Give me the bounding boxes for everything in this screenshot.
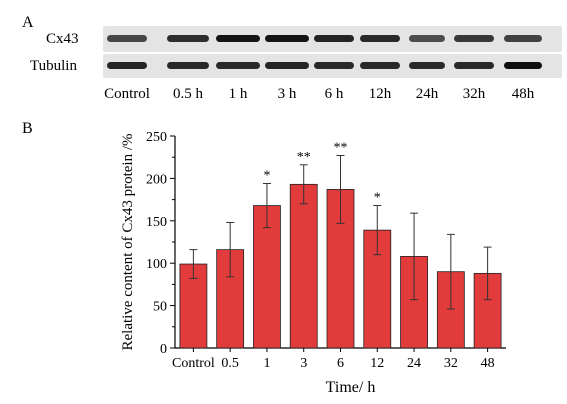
y-tick-label: 250: [146, 130, 167, 145]
blot-strip-tubulin: [103, 54, 562, 78]
blot-strip-cx43: [103, 26, 562, 52]
y-axis-title: Relative content of Cx43 protein /%: [120, 133, 136, 350]
blot-band: [107, 62, 147, 69]
blot-band: [454, 62, 494, 69]
blot-lane-label: 32h: [462, 86, 486, 102]
x-tick-label: 48: [481, 356, 495, 371]
blot-lane-label: 48h: [511, 86, 535, 102]
blot-band: [504, 35, 542, 42]
x-tick-label: 6: [337, 356, 344, 371]
blot-band: [265, 35, 309, 42]
panel-label-b: B: [22, 120, 33, 137]
blot-row-label-cx43: Cx43: [46, 31, 79, 47]
bar-chart: 0 50 100 150 200 250 Control 0.5 * 1 ** 3 ** 6 * 12 24 32…: [120, 130, 506, 396]
y-tick-label: 100: [146, 257, 167, 272]
blot-lane-label: 0.5 h: [173, 86, 203, 102]
blot-band: [314, 35, 354, 42]
blot-band: [454, 35, 494, 42]
blot-band: [107, 35, 147, 42]
blot-row-label-tubulin: Tubulin: [30, 58, 77, 74]
y-tick-label: 150: [146, 215, 167, 230]
significance-mark: **: [297, 150, 311, 165]
blot-band: [409, 62, 445, 69]
blot-band: [360, 62, 400, 69]
blot-band: [360, 35, 400, 42]
y-tick-label: 50: [153, 300, 167, 315]
blot-lane-label: 6 h: [324, 86, 344, 102]
blot-band: [167, 35, 209, 42]
x-tick-label: 32: [444, 356, 458, 371]
panel-label-a: A: [22, 14, 34, 31]
significance-mark: *: [263, 168, 270, 183]
blot-band: [216, 35, 260, 42]
bar: [289, 183, 318, 349]
y-tick-label: 0: [160, 342, 167, 357]
x-tick-label: 24: [407, 356, 421, 371]
x-tick-label: 0.5: [221, 356, 239, 371]
bar: [253, 205, 281, 349]
blot-band: [216, 62, 260, 69]
x-axis-title: Time/ h: [326, 379, 376, 396]
y-tick-label: 200: [146, 172, 167, 187]
blot-lane-label: 3 h: [277, 86, 297, 102]
x-tick-label: 12: [370, 356, 384, 371]
blot-lane-label: 12h: [368, 86, 392, 102]
x-tick-label: 1: [263, 356, 270, 371]
blot-lane-label: Control: [104, 86, 150, 102]
blot-band: [409, 35, 445, 42]
significance-mark: *: [374, 191, 381, 206]
x-tick-label: Control: [172, 356, 215, 371]
western-blot: Cx43 Tubulin Control 0.5 h 1 h 3 h 6 h 12h 24h…: [0, 0, 567, 115]
significance-mark: **: [334, 141, 348, 156]
blot-lane-label: 1 h: [228, 86, 248, 102]
blot-band: [314, 62, 354, 69]
blot-band: [504, 62, 542, 69]
x-tick-label: 3: [300, 356, 307, 371]
blot-band: [167, 62, 209, 69]
blot-lane-label: 24h: [415, 86, 439, 102]
blot-band: [265, 62, 309, 69]
